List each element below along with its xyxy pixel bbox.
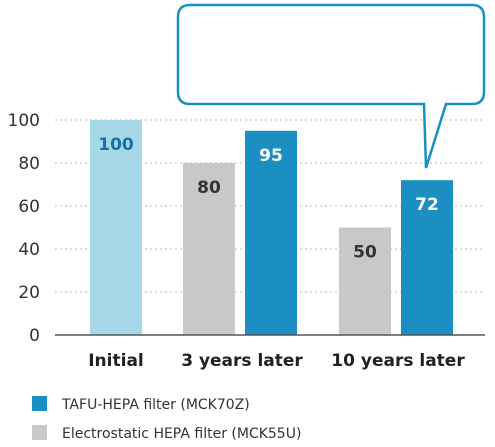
bar-electrostatic-1: [183, 163, 235, 335]
bar-electrostatic-2: [339, 227, 391, 335]
legend-swatch-tafu-hepa: [32, 396, 47, 411]
legend-label-electrostatic-hepa: Electrostatic HEPA filter (MCK55U): [62, 426, 301, 442]
data-label-initial: 100: [98, 135, 134, 155]
y-tick-40: 40: [18, 240, 40, 260]
y-tick-60: 60: [18, 197, 40, 217]
y-tick-80: 80: [18, 154, 40, 174]
data-label-tafu-1: 95: [259, 146, 283, 166]
data-label-tafu-2: 72: [415, 195, 439, 215]
legend-label-tafu-hepa: TAFU-HEPA filter (MCK70Z): [61, 397, 250, 413]
callout-highlight: 1.4 times: [208, 65, 313, 89]
bar-tafu-2: [401, 180, 453, 335]
category-label-1: 3 years later: [181, 351, 303, 371]
data-label-electrostatic-1: 80: [197, 178, 221, 198]
undefined: [142, 120, 339, 228]
category-labels: Initial 3 years later 10 years later: [88, 351, 465, 371]
category-label-0: Initial: [88, 351, 144, 371]
callout-line-2: collection efficiency is about: [210, 42, 451, 60]
bar-initial: [90, 120, 142, 335]
y-tick-100: 100: [8, 111, 40, 131]
data-label-electrostatic-2: 50: [353, 243, 377, 263]
callout-line-1: Even 10 years later, dust: [226, 20, 436, 38]
legend: TAFU-HEPA filter (MCK70Z) Electrostatic …: [32, 396, 301, 442]
y-tick-labels: 0 20 40 60 80 100: [8, 111, 40, 346]
callout: Even 10 years later, dust collection eff…: [176, 3, 486, 169]
callout-bubble: [176, 3, 486, 169]
y-tick-20: 20: [18, 283, 40, 303]
callout-line-3-rest: more powerful.: [324, 70, 453, 88]
callout-line-3: 1.4 times more powerful.: [208, 65, 453, 89]
category-label-2: 10 years later: [331, 351, 465, 371]
bars: [90, 120, 453, 335]
legend-swatch-electrostatic-hepa: [32, 425, 47, 440]
y-tick-0: 0: [29, 326, 40, 346]
data-labels: 100 80 95 50 72: [98, 135, 439, 263]
bar-tafu-1: [245, 130, 297, 335]
